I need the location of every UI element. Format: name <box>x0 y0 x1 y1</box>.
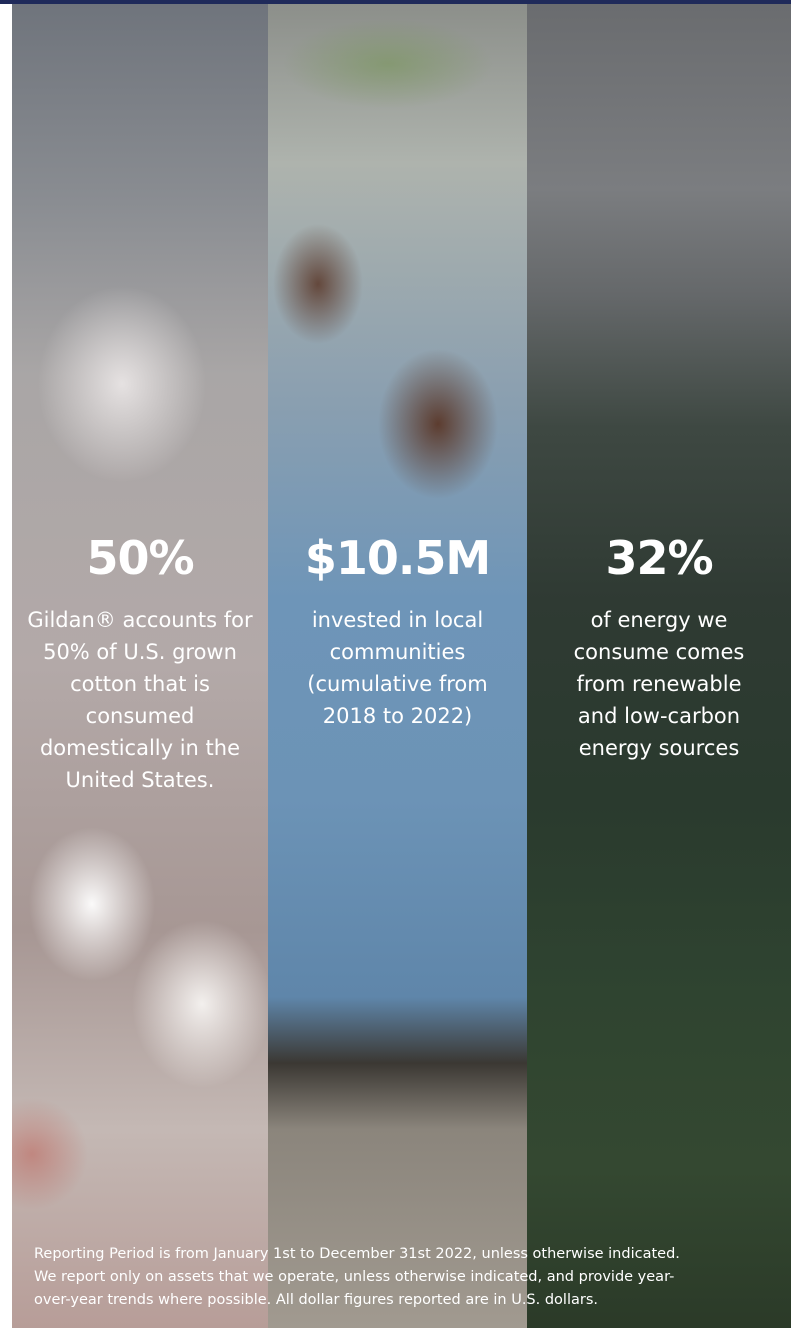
stat-description: invested in local communities (cumulative … <box>268 604 527 732</box>
stat-value: 50% <box>86 531 194 585</box>
description-line: United States. <box>65 768 215 792</box>
footer-line: over-year trends where possible. All dol… <box>34 1292 598 1308</box>
top-bar <box>0 0 791 4</box>
description-line: from renewable <box>576 672 742 696</box>
community-panel: $10.5M invested in local communities (cumul… <box>268 4 527 1328</box>
description-line: 50% of U.S. grown <box>43 640 237 664</box>
stat-description: of energy we consume comes from renewable a… <box>527 604 791 764</box>
description-line: and low-carbon <box>577 704 741 728</box>
cotton-panel: 50% Gildan® accounts for 50% of U.S. grown… <box>12 4 268 1328</box>
description-line: energy sources <box>578 736 740 760</box>
description-line: consume comes <box>573 640 745 664</box>
stat-value: 32% <box>605 531 713 585</box>
description-line: cotton that is <box>70 672 210 696</box>
description-line: communities <box>329 640 466 664</box>
description-line: domestically in the <box>39 736 241 760</box>
description-line: consumed <box>85 704 195 728</box>
footer-line: Reporting Period is from January 1st to … <box>34 1246 680 1262</box>
energy-panel: 32% of energy we consume comes from renewab… <box>527 4 791 1328</box>
description-line: invested in local <box>311 608 484 632</box>
stat-value: $10.5M <box>304 531 491 585</box>
description-line: Gildan® accounts for <box>27 608 253 632</box>
stat-description: Gildan® accounts for 50% of U.S. grown cot… <box>12 604 268 796</box>
description-line: 2018 to 2022) <box>322 704 473 728</box>
footer-line: We report only on assets that we operate… <box>34 1269 675 1285</box>
footer-note: Reporting Period is from January 1st to … <box>34 1243 680 1312</box>
description-line: (cumulative from <box>307 672 488 696</box>
description-line: of energy we <box>590 608 728 632</box>
